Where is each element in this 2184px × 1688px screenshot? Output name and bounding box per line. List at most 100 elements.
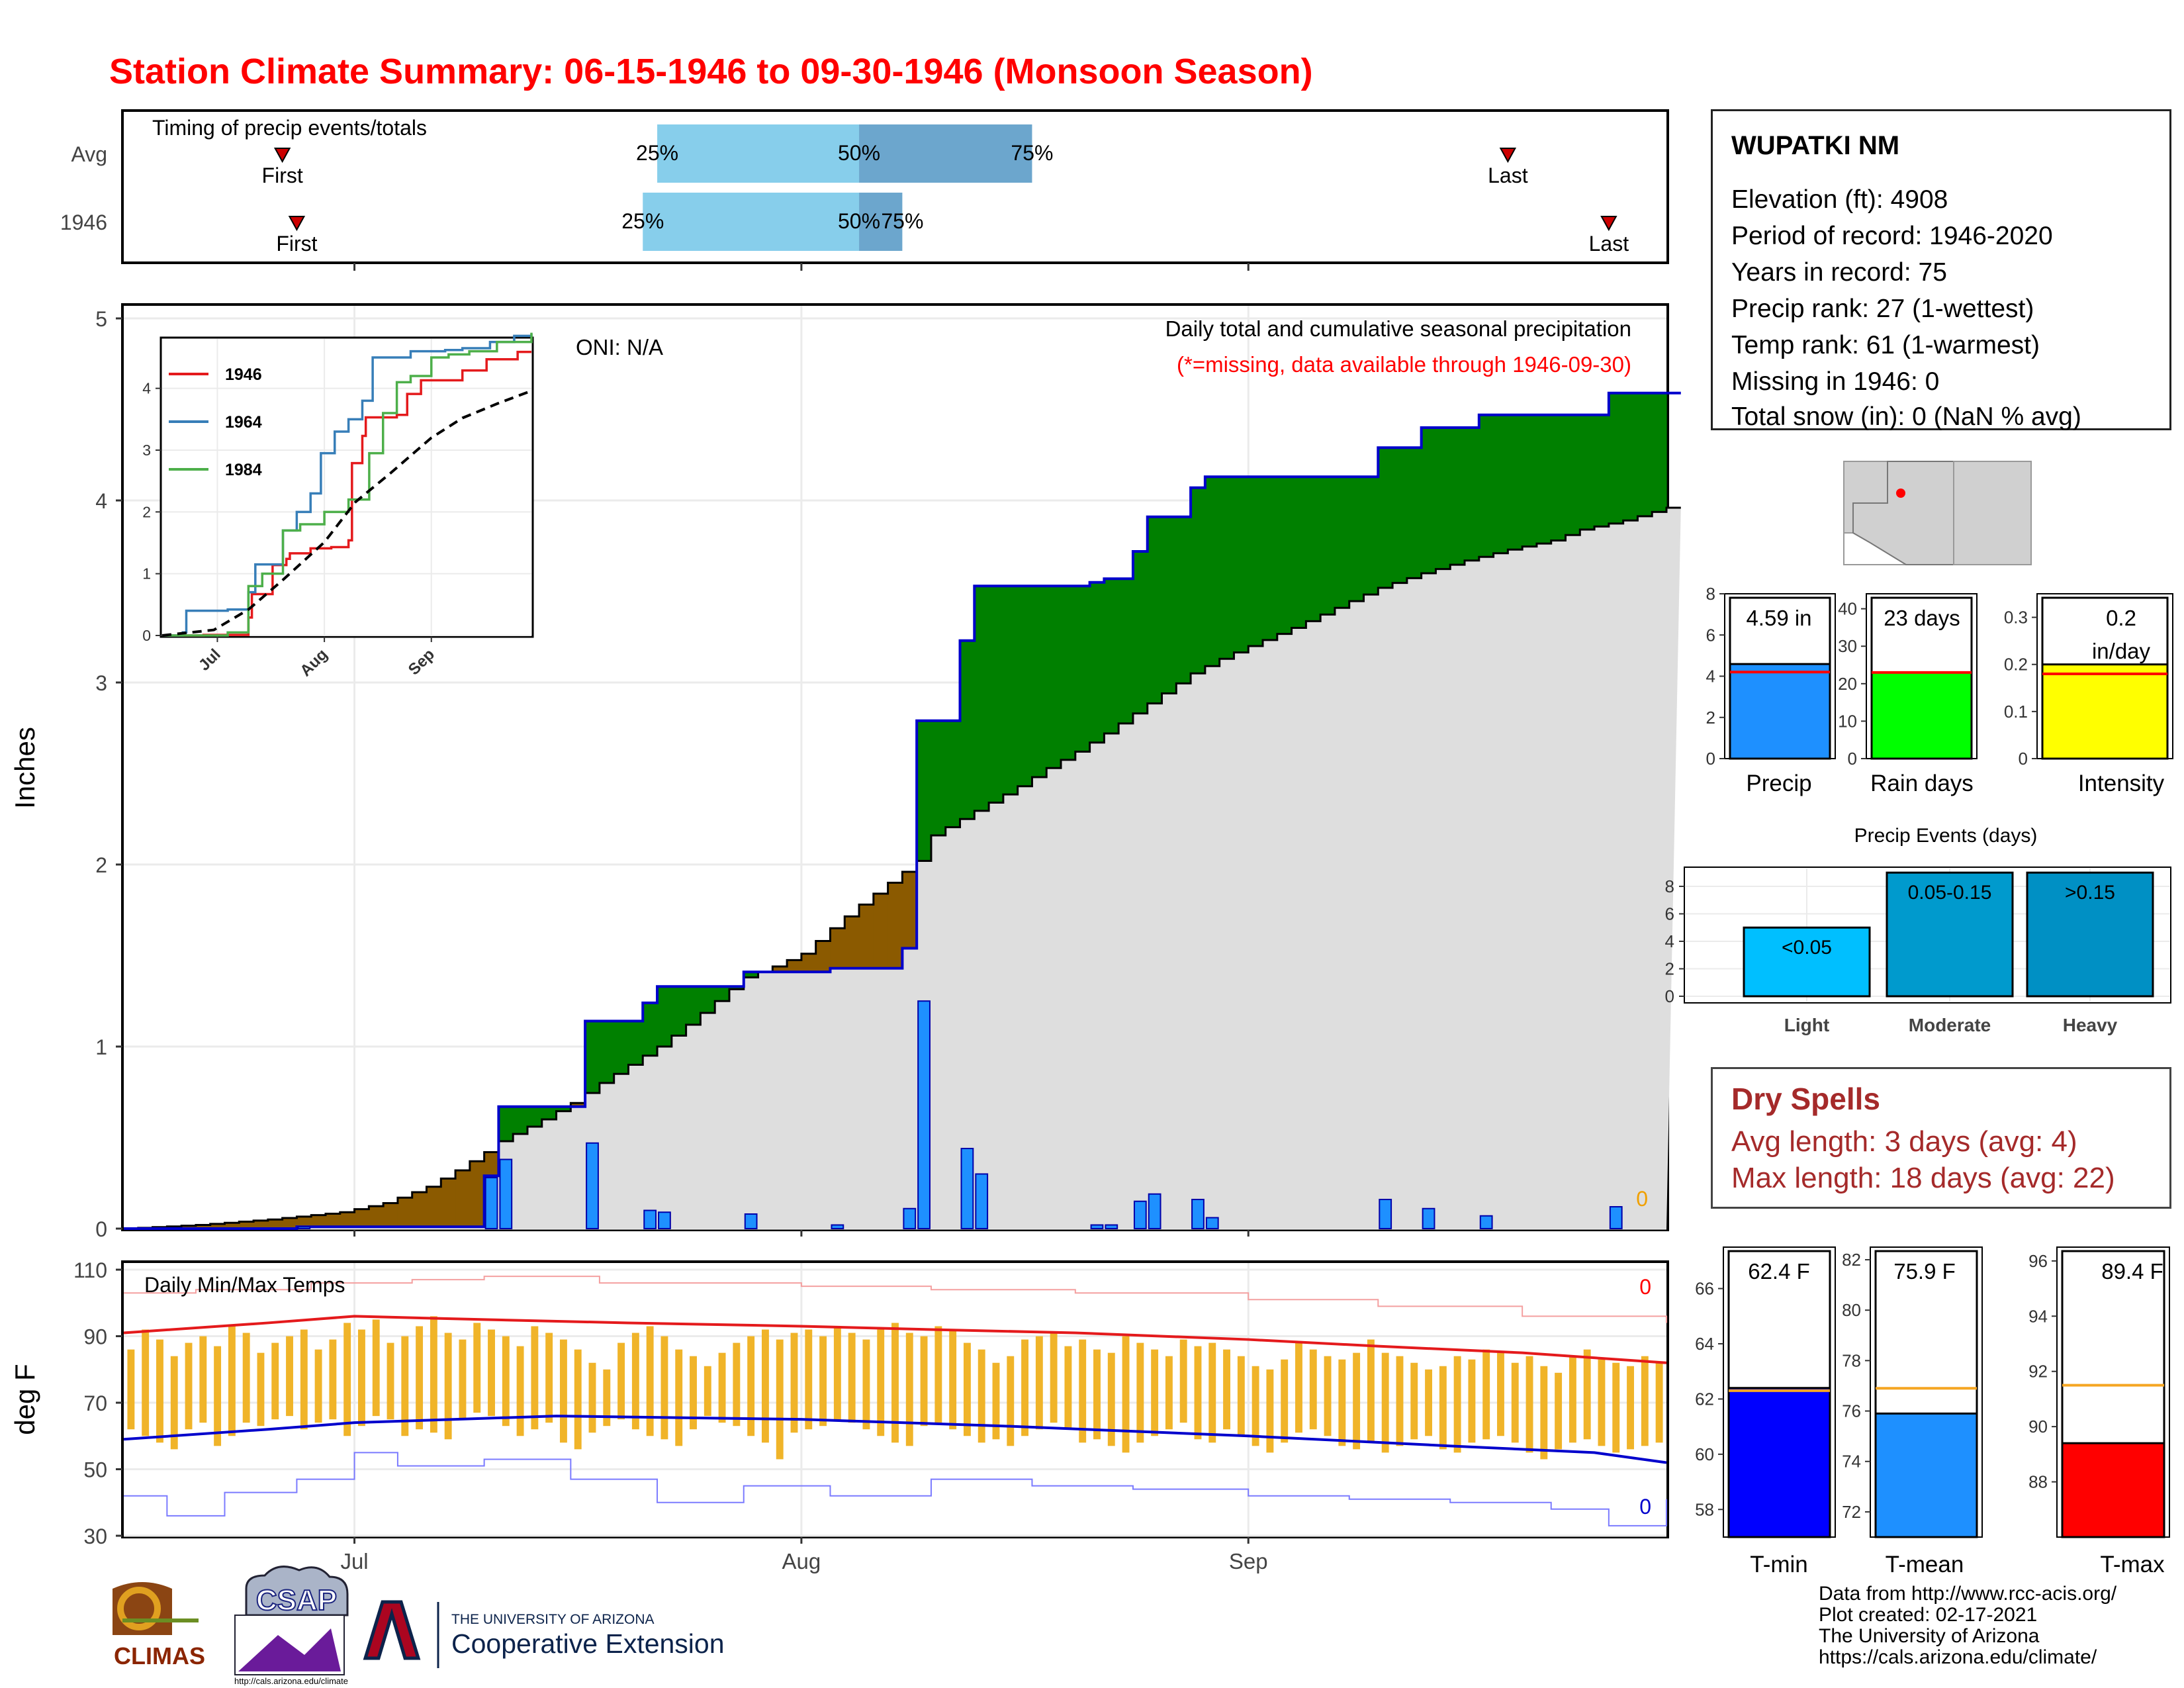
temp-daily-range-bar [1107, 1352, 1115, 1446]
summary-y-tick-label: 0 [1848, 749, 1857, 769]
station-missing: Missing in 1946: 0 [1731, 367, 1940, 396]
temp-daily-range-bar [1136, 1342, 1144, 1443]
below-avg-fill [844, 916, 860, 968]
temp-daily-range-bar [675, 1349, 683, 1446]
below-avg-fill [887, 882, 903, 968]
below-avg-fill [859, 904, 874, 968]
above-avg-fill [974, 586, 989, 811]
summary-category-label: Intensity [2078, 771, 2165, 796]
temp-daily-range-bar [805, 1329, 813, 1430]
timing-p75-label: 75% [881, 209, 923, 233]
temp-daily-range-bar [1497, 1352, 1504, 1436]
above-avg-fill [1580, 414, 1595, 530]
timing-p50-label: 50% [838, 141, 880, 165]
above-avg-fill [1075, 586, 1091, 752]
temp-daily-range-bar [761, 1329, 769, 1443]
daily-precip-bar [658, 1211, 671, 1229]
summary-bar-tmin [1727, 1387, 1831, 1538]
temp-daily-range-bar [1251, 1366, 1259, 1446]
temp-daily-range-bar [1079, 1339, 1087, 1443]
summary-value-label: 75.9 F [1893, 1259, 1956, 1284]
credit-url: https://cals.arizona.edu/climate/ [1819, 1646, 2097, 1668]
below-avg-fill [267, 1219, 283, 1229]
events-bar [2026, 871, 2154, 998]
precip-y-tick-label: 5 [95, 307, 107, 331]
above-avg-fill [1147, 516, 1163, 704]
temp-daily-range-bar [1151, 1349, 1159, 1436]
temp-daily-range-bar [1569, 1356, 1576, 1443]
temp-missing-min: 0 [1639, 1495, 1651, 1519]
above-avg-fill [1378, 447, 1393, 588]
below-avg-fill [787, 960, 802, 972]
temp-daily-range-bar [1525, 1356, 1533, 1453]
above-avg-fill [917, 720, 932, 861]
temp-daily-range-bar [949, 1329, 957, 1430]
temp-line-record-max [124, 1276, 1667, 1323]
above-avg-fill [1032, 586, 1047, 777]
above-avg-fill [541, 1106, 557, 1119]
above-avg-fill [1003, 586, 1019, 795]
above-avg-fill [1161, 516, 1177, 694]
timing-last-label: Last [1589, 232, 1629, 256]
timing-p25-label: 25% [636, 141, 678, 165]
above-avg-fill [498, 1106, 514, 1141]
above-avg-fill [1551, 414, 1567, 541]
credit-source: Data from http://www.rcc-acis.org/ [1819, 1583, 2117, 1605]
inset-line-1964 [162, 334, 533, 637]
climas-logo-sun [117, 1587, 161, 1630]
summary-y-tick-label: 82 [1842, 1250, 1861, 1270]
above-avg-fill [1046, 586, 1062, 769]
timing-bar-50-75 [859, 124, 1032, 183]
inset-y-tick-label: 2 [142, 503, 151, 520]
temp-daily-range-bar [1007, 1356, 1015, 1446]
above-avg-fill [1652, 393, 1667, 512]
temp-daily-range-bar [1223, 1349, 1231, 1430]
above-avg-fill [1219, 477, 1235, 659]
ua-line2: Cooperative Extension [451, 1628, 725, 1659]
below-avg-fill [253, 1220, 269, 1229]
precip-y-tick-label: 4 [95, 489, 107, 513]
temp-daily-range-bar [1612, 1362, 1620, 1453]
temp-daily-range-bar [920, 1336, 928, 1427]
temp-daily-range-bar [733, 1342, 741, 1427]
summary-y-tick-label: 0.3 [2004, 608, 2028, 628]
daily-precip-bar [1379, 1199, 1392, 1229]
daily-precip-bar [297, 1226, 311, 1229]
temp-daily-range-bar [185, 1342, 193, 1430]
dry-spells-box: Dry Spells Avg length: 3 days (avg: 4) M… [1711, 1067, 2171, 1209]
above-avg-fill [1132, 551, 1148, 714]
events-y-tick-label: 2 [1665, 959, 1674, 978]
temp-daily-range-bar [387, 1342, 394, 1420]
summary-y-tick-label: 90 [2028, 1417, 2048, 1436]
above-avg-fill [1334, 477, 1350, 608]
summary-value-label: 23 days [1884, 606, 1960, 630]
inset-legend-label: 1946 [225, 365, 262, 384]
temp-y-tick-label: 50 [83, 1458, 107, 1482]
above-avg-fill [1565, 414, 1580, 536]
inset-y-tick-label: 4 [142, 380, 151, 397]
daily-precip-bar [499, 1158, 513, 1229]
temp-lines [123, 1276, 1667, 1526]
station-snow: Total snow (in): 0 (NaN % avg) [1731, 402, 2081, 431]
inset-y-tick-label: 0 [142, 627, 151, 644]
university-arizona-logo: THE UNIVERSITY OF ARIZONA Cooperative Ex… [363, 1600, 725, 1668]
climas-logo: CLIMAS [113, 1582, 205, 1669]
temp-daily-range-bar [142, 1329, 150, 1436]
above-avg-fill [1277, 477, 1293, 634]
above-avg-fill [1320, 477, 1336, 615]
temp-daily-range-bar [1583, 1349, 1591, 1440]
temp-y-tick-label: 110 [73, 1258, 107, 1282]
temp-daily-range-bar [934, 1326, 942, 1423]
temp-daily-range-bar [1021, 1339, 1029, 1436]
above-avg-fill [1234, 477, 1249, 653]
station-precip-rank: Precip rank: 27 (1-wettest) [1731, 295, 2034, 323]
temp-daily-range-bar [242, 1333, 250, 1423]
temp-daily-range-bar [963, 1342, 971, 1436]
x-axis-month-labels: Jul Aug Sep [340, 1537, 1268, 1573]
temp-daily-range-bar [343, 1323, 351, 1436]
dry-max-length: Max length: 18 days (avg: 22) [1731, 1162, 2115, 1194]
temp-daily-range-bar [603, 1369, 611, 1427]
timing-first-marker [288, 216, 306, 232]
above-avg-fill [1176, 516, 1191, 684]
